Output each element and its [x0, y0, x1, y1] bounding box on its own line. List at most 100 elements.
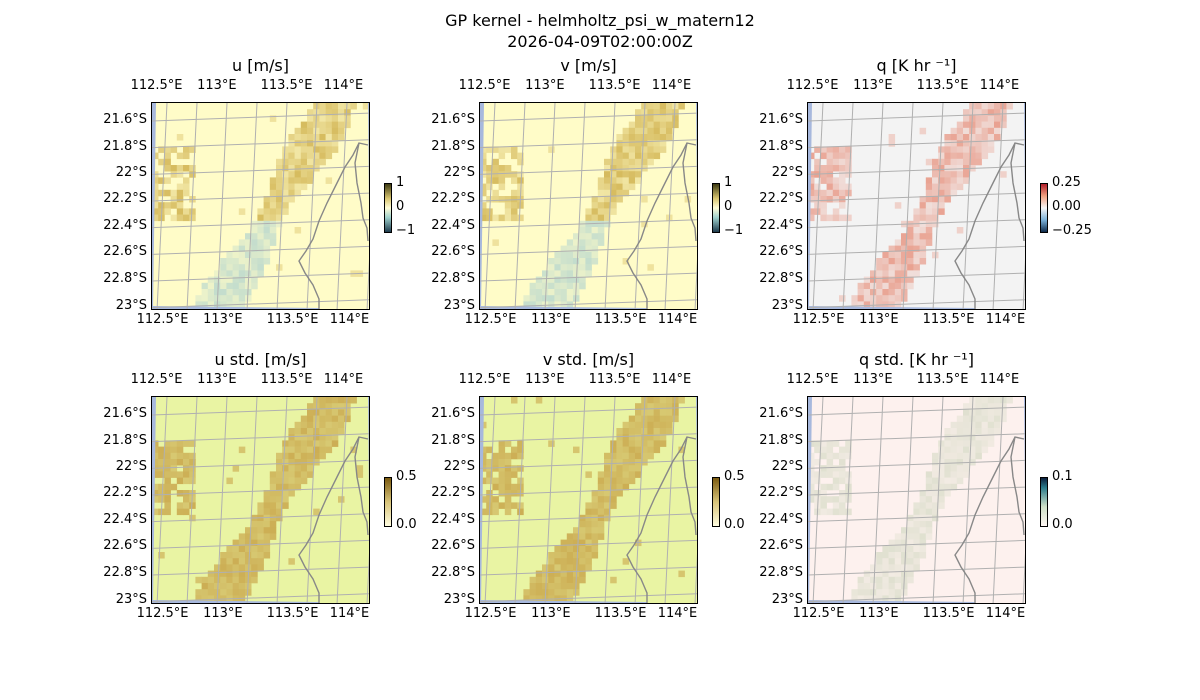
heatmap-cell — [919, 490, 927, 497]
heatmap-cell — [263, 508, 271, 516]
heatmap-cell — [350, 446, 357, 454]
heatmap-cell — [697, 521, 698, 528]
heatmap-cell — [158, 189, 165, 197]
heatmap-cell — [585, 214, 592, 222]
heatmap-cell — [938, 165, 945, 172]
heatmap-cell — [672, 103, 679, 110]
heatmap-cell — [938, 496, 945, 503]
heatmap-cell — [573, 527, 580, 534]
heatmap-cell — [820, 202, 827, 209]
heatmap-cell — [963, 146, 970, 153]
parallel-line — [480, 272, 697, 282]
heatmap-cell — [548, 583, 555, 590]
heatmap-cell — [808, 490, 815, 497]
heatmap-cell — [263, 552, 271, 559]
heatmap-cell — [616, 446, 623, 454]
heatmap-cell — [913, 258, 920, 265]
heatmap-cell — [486, 459, 493, 466]
heatmap-cell — [604, 496, 611, 503]
heatmap-cell — [276, 459, 283, 466]
heatmap-cell — [888, 564, 896, 571]
heatmap-cell — [566, 295, 574, 302]
heatmap-cell — [220, 558, 227, 565]
x-tick-label-bottom: 113°E — [203, 312, 243, 327]
heatmap-cell — [276, 502, 283, 509]
heatmap-cell — [839, 189, 846, 197]
heatmap-cell — [195, 589, 202, 596]
heatmap-cell — [616, 490, 623, 497]
heatmap-cell — [944, 434, 951, 441]
heatmap-cell — [238, 289, 246, 296]
heatmap-cell — [517, 446, 524, 454]
heatmap-cell — [164, 208, 171, 215]
heatmap-cell — [950, 140, 958, 147]
heatmap-cell — [591, 552, 599, 559]
heatmap-cell — [269, 533, 277, 540]
heatmap-cell — [263, 545, 271, 553]
heatmap-cell — [288, 465, 295, 472]
heatmap-cell — [975, 140, 982, 147]
heatmap-cell — [331, 134, 339, 141]
heatmap-cell — [963, 415, 970, 423]
heatmap-cell — [610, 208, 617, 215]
meridian-line — [514, 103, 526, 309]
heatmap-cell — [635, 171, 642, 178]
heatmap-cell — [183, 177, 190, 184]
heatmap-cell — [245, 264, 252, 271]
ocean-edge-left — [808, 103, 812, 309]
heatmap-cell — [647, 127, 654, 135]
heatmap-cell — [987, 403, 995, 410]
heatmap-cell — [152, 452, 159, 460]
heatmap-cell — [480, 152, 487, 160]
heatmap-cell — [282, 471, 289, 478]
heatmap-cell — [263, 496, 271, 503]
x-tick-label-bottom: 113°E — [859, 606, 899, 621]
heatmap-cell — [610, 177, 617, 184]
heatmap-cell — [666, 103, 673, 110]
heatmap-cell — [678, 570, 685, 578]
x-tick-label-top: 113°E — [197, 372, 237, 387]
heatmap-cell — [313, 452, 320, 460]
heatmap-cell — [839, 496, 846, 503]
heatmap-cell — [257, 214, 264, 222]
heatmap-cell — [331, 403, 339, 410]
heatmap-cell — [511, 452, 518, 460]
y-tick-label: 22.8°S — [431, 564, 475, 580]
meridian-line — [992, 103, 1004, 309]
heatmap-cell — [888, 245, 896, 253]
ocean-edge-left — [480, 397, 484, 603]
heatmap-cell — [956, 152, 964, 160]
x-tick-label-top: 112.5°E — [130, 78, 183, 93]
heatmap-cell — [647, 152, 654, 160]
heatmap-cell — [300, 134, 308, 141]
parallel-line — [480, 593, 697, 603]
heatmap-cell — [313, 508, 320, 516]
peninsula-coastline — [682, 436, 697, 536]
heatmap-cell — [238, 539, 246, 547]
heatmap-cell — [492, 239, 499, 246]
heatmap-cell — [189, 514, 196, 522]
heatmap-cell — [888, 251, 896, 259]
heatmap-cell — [585, 552, 592, 559]
x-tick-label-top: 112.5°E — [786, 78, 839, 93]
heatmap-cell — [894, 552, 902, 559]
heatmap-cell — [647, 409, 654, 416]
heatmap-cell — [666, 109, 673, 116]
ocean-edge-left — [808, 397, 812, 603]
x-tick-label-bottom: 113.5°E — [594, 606, 647, 621]
heatmap-cell — [932, 208, 939, 215]
y-tick-label: 22.2°S — [759, 484, 803, 500]
heatmap-cell — [653, 415, 661, 423]
heatmap-cell — [542, 276, 549, 284]
heatmap-cell — [604, 508, 611, 516]
heatmap-cell — [882, 289, 889, 296]
heatmap-cell — [994, 103, 1001, 110]
heatmap-cell — [269, 514, 277, 522]
parallel-line — [152, 272, 369, 282]
heatmap-cell — [932, 483, 939, 491]
heatmap-cell — [294, 428, 302, 435]
colorbar-2 — [1040, 183, 1048, 233]
heatmap-cell — [845, 477, 852, 485]
x-tick-label-bottom: 114°E — [329, 312, 370, 327]
heatmap-cell — [548, 552, 555, 559]
